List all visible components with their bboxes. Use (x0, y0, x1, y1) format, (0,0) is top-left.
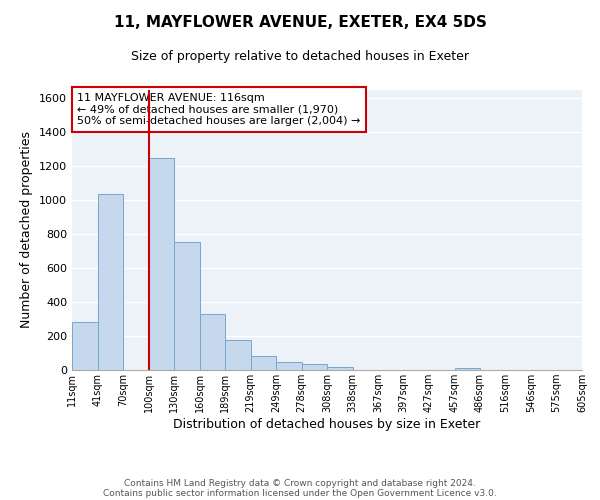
Bar (455, 368, 480, 370)
Bar (327, 366, 353, 370)
Text: Contains public sector information licensed under the Open Government Licence v3: Contains public sector information licen… (103, 488, 497, 498)
Bar (72, 322, 97, 370)
Bar (251, 356, 276, 370)
X-axis label: Distribution of detached houses by size in Exeter: Distribution of detached houses by size … (173, 418, 481, 431)
Bar (174, 242, 199, 370)
Bar (276, 362, 302, 370)
Y-axis label: Number of detached properties: Number of detached properties (20, 132, 34, 328)
Bar (97, 194, 123, 370)
Text: 11 MAYFLOWER AVENUE: 116sqm
← 49% of detached houses are smaller (1,970)
50% of : 11 MAYFLOWER AVENUE: 116sqm ← 49% of det… (77, 93, 361, 126)
Bar (199, 314, 225, 370)
Bar (225, 340, 251, 370)
Bar (302, 364, 327, 370)
Text: 11, MAYFLOWER AVENUE, EXETER, EX4 5DS: 11, MAYFLOWER AVENUE, EXETER, EX4 5DS (113, 15, 487, 30)
Text: Size of property relative to detached houses in Exeter: Size of property relative to detached ho… (131, 50, 469, 63)
Text: Contains HM Land Registry data © Crown copyright and database right 2024.: Contains HM Land Registry data © Crown c… (124, 478, 476, 488)
Bar (149, 158, 174, 370)
